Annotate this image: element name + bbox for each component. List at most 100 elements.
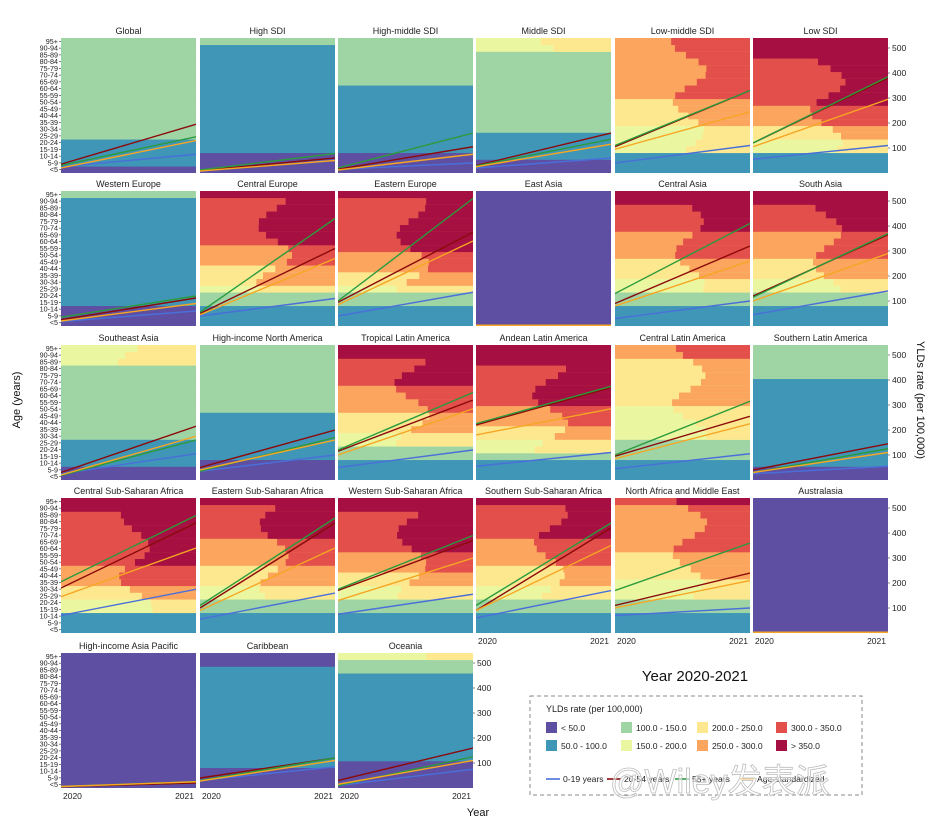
panel-title: Global — [115, 26, 141, 36]
panel-high-income-north-america: High-income North America — [200, 333, 335, 480]
heat-cell — [338, 305, 473, 313]
age-tick-label: 85-89 — [40, 665, 58, 674]
trend-line-20-54-years — [61, 522, 196, 589]
legend-box — [529, 695, 863, 796]
heat-cell — [61, 165, 196, 173]
heat-cell — [267, 571, 335, 580]
heat-cell — [565, 504, 611, 512]
heat-cell — [699, 271, 750, 280]
heat-cell — [707, 517, 750, 526]
heat-cell — [818, 57, 888, 66]
trend-line-age-standardized — [338, 408, 473, 456]
heat-cell — [285, 544, 335, 553]
heat-cell — [399, 224, 473, 232]
panel-east-asia: East Asia — [476, 179, 611, 326]
heat-cell — [61, 132, 196, 140]
y2-tick-label: 100 — [477, 758, 491, 768]
heat-cell — [476, 625, 611, 633]
trend-line-20-54-years — [61, 297, 196, 321]
panel-plot — [61, 498, 196, 633]
heat-cell — [615, 598, 750, 607]
heat-cell — [753, 565, 888, 573]
heat-cell — [338, 84, 473, 93]
heat-cell — [615, 625, 750, 633]
y2-tick-label: 500 — [892, 503, 906, 513]
age-tick-label: 15-19 — [40, 298, 58, 307]
heat-cell — [753, 305, 888, 313]
age-tick-label: 50-54 — [40, 98, 58, 107]
heat-cell — [819, 38, 888, 46]
y2-axis-label: YLDs rate (per 100,000) — [914, 341, 926, 459]
panel-high-sdi: High SDI — [200, 26, 335, 173]
trend-line-55-years — [338, 132, 473, 169]
heat-cell — [200, 726, 335, 735]
heat-cell — [476, 498, 611, 506]
panel-southern-sub-saharan-africa: Southern Sub-Saharan Africa 2020 2021 — [476, 486, 611, 646]
heat-cell — [200, 531, 335, 539]
heat-cell — [753, 412, 888, 420]
y2-tick-label: 500 — [892, 43, 906, 53]
heat-cell — [285, 558, 335, 566]
heat-cell — [61, 271, 196, 280]
heat-cell — [753, 138, 888, 147]
age-tick-label: <5 — [50, 780, 58, 789]
trend-line-20-54-years — [200, 429, 335, 469]
heat-cell — [545, 378, 611, 386]
heat-cell — [676, 498, 750, 506]
panel-plot — [338, 191, 473, 326]
trend-line-age-standardized — [753, 252, 888, 302]
heat-cell — [406, 517, 473, 526]
y2-tick-label: 100 — [892, 603, 906, 613]
age-tick-label: 65-69 — [40, 537, 58, 546]
age-tick-label: 35-39 — [40, 271, 58, 280]
heat-cell — [753, 64, 888, 73]
heat-cell — [266, 210, 335, 219]
heat-cell — [753, 445, 888, 454]
heat-cell — [615, 378, 750, 386]
panel-caribbean: Caribbean 2020 2021 — [200, 641, 335, 801]
trend-line-55-years — [476, 522, 611, 607]
heat-cell — [259, 517, 335, 526]
heat-cell — [338, 445, 473, 454]
heat-cell — [615, 145, 750, 154]
heat-cell — [338, 706, 473, 715]
heat-cell — [200, 659, 335, 667]
age-tick-label: <5 — [50, 625, 58, 634]
trend-line-0-19-years — [338, 162, 473, 170]
heat-cell — [408, 217, 473, 226]
panel-low-sdi: Low SDI 100 200 300 400 500 — [753, 26, 906, 173]
heat-cell — [698, 57, 750, 66]
x-tick-label: 2020 — [340, 791, 359, 801]
legend-swatch — [697, 722, 708, 733]
legend-label: 250.0 - 300.0 — [712, 741, 763, 751]
trend-line-0-19-years — [338, 593, 473, 615]
heat-cell — [689, 264, 750, 273]
heat-cell — [338, 351, 473, 359]
heat-cell — [476, 612, 611, 620]
legend-title: YLDs rate (per 100,000) — [546, 704, 643, 714]
heat-cell — [338, 733, 473, 742]
age-tick-label: 5-9 — [48, 773, 58, 782]
heat-cell — [200, 706, 335, 715]
heat-cell — [615, 71, 750, 79]
panel-plot — [200, 38, 335, 173]
heat-cell — [840, 285, 888, 293]
age-tick-label: 75-79 — [40, 217, 58, 226]
age-tick-label: 55-59 — [40, 706, 58, 715]
heat-cell — [61, 425, 196, 434]
age-tick-label: 90-94 — [40, 44, 58, 53]
heat-cell — [425, 565, 473, 573]
heat-cell — [61, 64, 196, 73]
trend-line-0-19-years — [476, 157, 611, 169]
heat-cell — [700, 511, 750, 519]
heat-cell — [200, 747, 335, 755]
heat-cell — [200, 598, 335, 607]
heat-cell — [200, 405, 335, 413]
heat-cell — [200, 605, 335, 614]
age-tick-label: 50-54 — [40, 713, 58, 722]
heat-cell — [400, 432, 473, 440]
trend-line-0-19-years — [200, 454, 335, 472]
heat-cell — [338, 71, 473, 79]
heat-cell — [821, 118, 888, 127]
heat-cell — [267, 531, 335, 539]
